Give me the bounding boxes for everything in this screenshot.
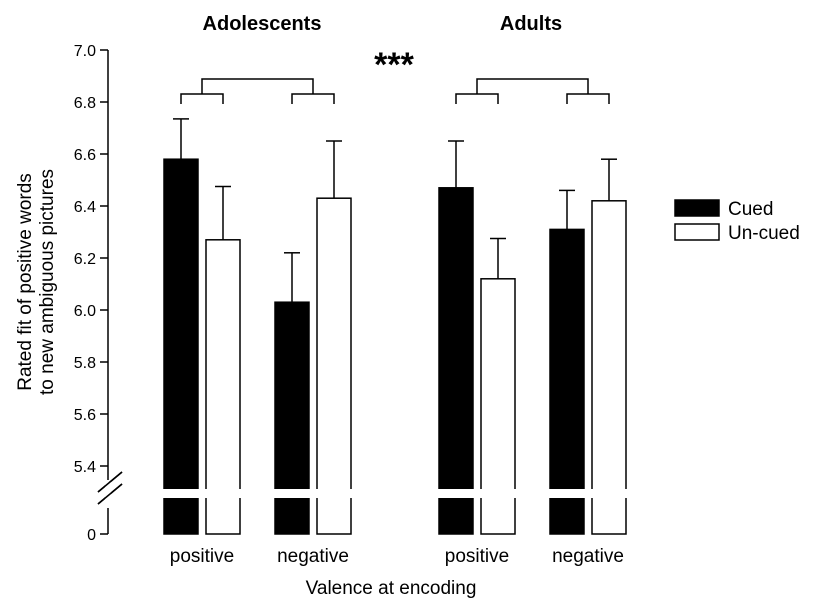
significance-bracket — [291, 93, 335, 104]
y-axis-title: Rated fit of positive wordsto new ambigu… — [15, 169, 58, 395]
bar — [316, 197, 352, 535]
y-tick-label: 5.8 — [74, 355, 96, 372]
bar — [205, 239, 241, 535]
panel-title: Adults — [500, 13, 562, 35]
bar — [438, 187, 474, 535]
bar — [591, 200, 627, 535]
x-tick-label: positive — [445, 546, 509, 567]
y-tick-label: 0 — [87, 527, 96, 544]
bar — [549, 228, 585, 535]
y-tick-label: 6.4 — [74, 199, 96, 216]
y-axis-title-line: Rated fit of positive words — [15, 173, 36, 391]
legend-label: Cued — [728, 199, 773, 220]
legend-swatch — [674, 223, 720, 241]
significance-bracket — [455, 93, 499, 104]
significance-bracket — [566, 93, 610, 104]
axis-break-mark — [97, 483, 123, 505]
y-tick-label: 5.4 — [74, 459, 96, 476]
y-tick-label: 6.2 — [74, 251, 96, 268]
axis-break-band — [150, 489, 650, 498]
x-axis-title: Valence at encoding — [306, 578, 477, 598]
significance-label: *** — [374, 46, 414, 84]
x-tick-label: negative — [277, 546, 349, 567]
axis-break-mark — [97, 471, 123, 493]
bar — [163, 158, 199, 535]
legend-label: Un-cued — [728, 223, 800, 244]
y-axis-title-line: to new ambiguous pictures — [37, 169, 58, 395]
y-tick-label: 6.0 — [74, 303, 96, 320]
panel-title: Adolescents — [203, 13, 322, 35]
significance-bracket — [180, 93, 224, 104]
y-tick-label: 7.0 — [74, 43, 96, 60]
bar — [274, 301, 310, 535]
y-tick-label: 6.8 — [74, 95, 96, 112]
y-tick-label: 6.6 — [74, 147, 96, 164]
x-tick-label: negative — [552, 546, 624, 567]
axis-break-gap — [105, 482, 111, 506]
significance-bracket — [201, 78, 314, 94]
x-tick-label: positive — [170, 546, 234, 567]
legend-swatch — [674, 199, 720, 217]
significance-bracket — [476, 78, 589, 94]
y-tick-label: 5.6 — [74, 407, 96, 424]
